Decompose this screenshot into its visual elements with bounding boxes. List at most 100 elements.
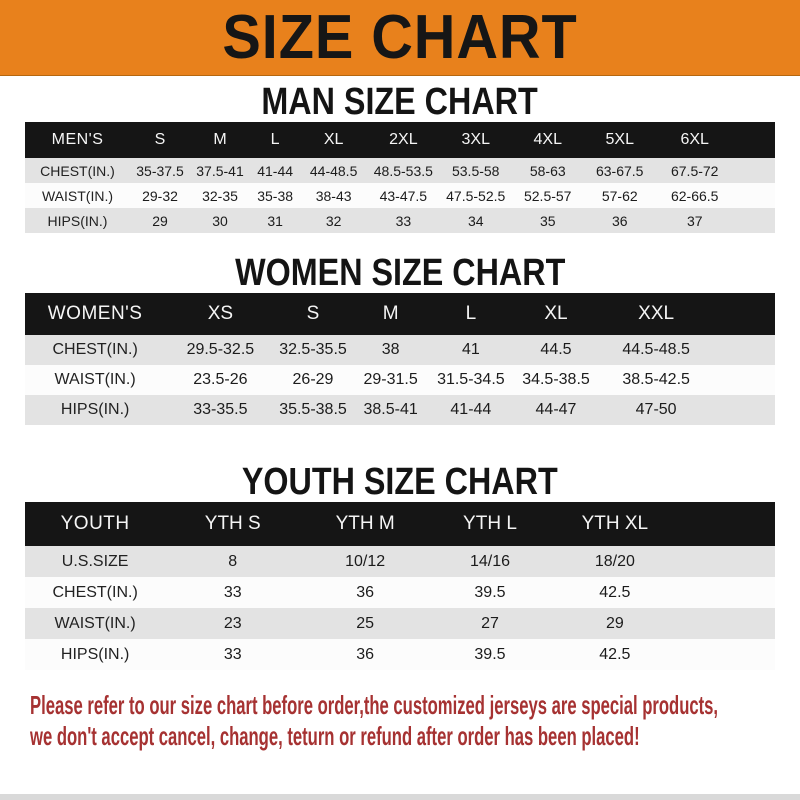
size-cell: 29.5-32.5 <box>165 335 276 365</box>
size-cell: 36 <box>300 577 430 608</box>
order-notice-line-2: we don't accept cancel, change, teturn o… <box>30 721 640 751</box>
cell-spacer <box>733 158 775 183</box>
size-cell: 8 <box>165 546 301 577</box>
size-col-header: XS <box>165 293 276 335</box>
size-cell: 14/16 <box>429 546 550 577</box>
cell-spacer <box>679 577 775 608</box>
size-chart-banner: SIZE CHART <box>0 0 800 76</box>
table-row: U.S.SIZE 8 10/12 14/16 18/20 <box>25 546 775 577</box>
table-row: WAIST(IN.) 23 25 27 29 <box>25 608 775 639</box>
row-label: U.S.SIZE <box>25 546 166 577</box>
size-col-header: 6XL <box>655 122 734 158</box>
size-col-header: YTH M <box>300 502 430 546</box>
size-cell: 67.5-72 <box>655 158 734 183</box>
table-row: HIPS(IN.) 33-35.5 35.5-38.5 38.5-41 41-4… <box>25 395 775 425</box>
size-cell: 39.5 <box>429 639 550 670</box>
size-cell: 29 <box>549 608 680 639</box>
size-cell: 35-37.5 <box>130 158 190 183</box>
order-notice: Please refer to our size chart before or… <box>0 690 800 752</box>
size-col-header: L <box>250 122 301 158</box>
size-col-header: XL <box>511 293 601 335</box>
header-spacer <box>711 293 775 335</box>
size-col-header: S <box>275 293 351 335</box>
size-cell: 30 <box>190 208 250 233</box>
size-col-header: 4XL <box>511 122 584 158</box>
row-label: WAIST(IN.) <box>25 608 166 639</box>
size-cell: 41 <box>430 335 511 365</box>
mens-header-row: MEN'S S M L XL 2XL 3XL 4XL 5XL 6XL <box>25 122 775 158</box>
size-cell: 41-44 <box>430 395 511 425</box>
size-cell: 29-32 <box>130 183 190 208</box>
header-spacer <box>733 122 775 158</box>
size-cell: 37 <box>655 208 734 233</box>
cell-spacer <box>711 335 775 365</box>
size-cell: 62-66.5 <box>655 183 734 208</box>
row-label: CHEST(IN.) <box>25 335 166 365</box>
table-row: WAIST(IN.) 23.5-26 26-29 29-31.5 31.5-34… <box>25 365 775 395</box>
table-row: WAIST(IN.) 29-32 32-35 35-38 38-43 43-47… <box>25 183 775 208</box>
order-notice-line-1: Please refer to our size chart before or… <box>30 690 719 720</box>
cell-spacer <box>679 546 775 577</box>
size-cell: 29 <box>130 208 190 233</box>
table-row: HIPS(IN.) 29 30 31 32 33 34 35 36 37 <box>25 208 775 233</box>
size-cell: 27 <box>429 608 550 639</box>
row-label: CHEST(IN.) <box>25 158 130 183</box>
mens-table-label: MEN'S <box>25 122 130 158</box>
size-cell: 33 <box>366 208 440 233</box>
size-cell: 25 <box>300 608 430 639</box>
size-cell: 31 <box>250 208 301 233</box>
size-cell: 23.5-26 <box>165 365 276 395</box>
size-col-header: YTH L <box>429 502 550 546</box>
size-cell: 38 <box>350 335 431 365</box>
size-cell: 42.5 <box>549 577 680 608</box>
size-col-header: YTH S <box>165 502 301 546</box>
size-col-header: YTH XL <box>549 502 680 546</box>
size-cell: 29-31.5 <box>350 365 431 395</box>
mens-size-table: MEN'S S M L XL 2XL 3XL 4XL 5XL 6XL CHEST… <box>25 122 775 233</box>
size-cell: 38-43 <box>300 183 367 208</box>
size-col-header: M <box>350 293 431 335</box>
size-cell: 36 <box>300 639 430 670</box>
row-label: HIPS(IN.) <box>25 208 130 233</box>
size-cell: 23 <box>165 608 301 639</box>
size-cell: 63-67.5 <box>583 158 656 183</box>
size-cell: 35.5-38.5 <box>275 395 351 425</box>
youth-header-row: YOUTH YTH S YTH M YTH L YTH XL <box>25 502 775 546</box>
size-col-header: 5XL <box>583 122 656 158</box>
cell-spacer <box>711 365 775 395</box>
size-cell: 34.5-38.5 <box>511 365 601 395</box>
size-cell: 33 <box>165 639 301 670</box>
size-col-header: S <box>130 122 190 158</box>
size-cell: 44.5 <box>511 335 601 365</box>
row-label: WAIST(IN.) <box>25 365 166 395</box>
row-label: WAIST(IN.) <box>25 183 130 208</box>
size-cell: 31.5-34.5 <box>430 365 511 395</box>
size-cell: 44.5-48.5 <box>601 335 712 365</box>
size-col-header: 2XL <box>366 122 440 158</box>
youth-heading-text: YOUTH SIZE CHART <box>242 461 558 503</box>
size-cell: 44-47 <box>511 395 601 425</box>
size-cell: 38.5-41 <box>350 395 431 425</box>
bottom-edge-strip <box>0 794 800 800</box>
womens-size-table: WOMEN'S XS S M L XL XXL CHEST(IN.) 29.5-… <box>25 293 775 425</box>
size-cell: 52.5-57 <box>511 183 584 208</box>
women-heading-text: WOMEN SIZE CHART <box>234 252 566 294</box>
size-cell: 33-35.5 <box>165 395 276 425</box>
cell-spacer <box>733 183 775 208</box>
size-cell: 48.5-53.5 <box>366 158 440 183</box>
man-heading-text: MAN SIZE CHART <box>261 81 539 123</box>
cell-spacer <box>679 608 775 639</box>
row-label: HIPS(IN.) <box>25 639 166 670</box>
size-col-header: L <box>430 293 511 335</box>
size-cell: 32 <box>300 208 367 233</box>
size-cell: 35 <box>511 208 584 233</box>
womens-table-label: WOMEN'S <box>25 293 166 335</box>
size-cell: 18/20 <box>549 546 680 577</box>
size-cell: 32-35 <box>190 183 250 208</box>
size-cell: 47-50 <box>601 395 712 425</box>
cell-spacer <box>679 639 775 670</box>
size-cell: 32.5-35.5 <box>275 335 351 365</box>
youth-table-label: YOUTH <box>25 502 166 546</box>
size-col-header: XL <box>300 122 367 158</box>
size-cell: 39.5 <box>429 577 550 608</box>
